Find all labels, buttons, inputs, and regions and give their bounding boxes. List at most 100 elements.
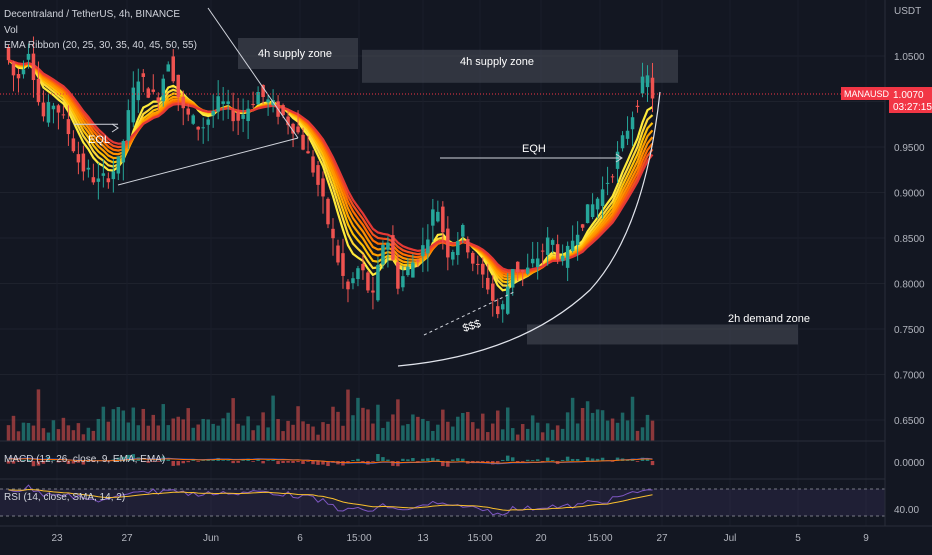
volume-bar — [11, 415, 16, 441]
supply-zone-right — [362, 49, 678, 83]
macd-histogram-bar — [535, 459, 540, 461]
time-tick-label: 6 — [297, 533, 303, 544]
macd-histogram-bar — [306, 461, 310, 462]
candle-body — [570, 240, 575, 252]
time-tick-label: 23 — [51, 533, 63, 544]
candle-body — [136, 81, 141, 101]
volume-bar — [121, 410, 126, 441]
volume-bar — [371, 423, 375, 441]
symbol-title[interactable]: Decentraland / TetherUS, 4h, BINANCE — [4, 9, 180, 20]
macd-histogram-bar — [281, 461, 285, 463]
volume-bar — [565, 412, 570, 441]
candle-body — [411, 262, 415, 278]
candle-body — [201, 127, 205, 129]
macd-histogram-bar — [121, 456, 126, 461]
volume-bar — [560, 428, 565, 441]
volume-bar — [476, 428, 480, 441]
candle-body — [495, 306, 500, 315]
candle-body — [66, 119, 71, 135]
macd-histogram-bar — [131, 454, 136, 461]
volume-bar — [346, 389, 350, 441]
candle-body — [466, 239, 470, 253]
volume-bar — [515, 434, 520, 441]
volume-bar — [291, 424, 295, 441]
price-tick-label: 0.9500 — [894, 143, 925, 154]
candle-body — [371, 290, 375, 293]
volume-bar — [431, 430, 435, 441]
candle-body — [196, 126, 200, 130]
volume-bar — [471, 422, 475, 441]
volume-bar — [171, 418, 175, 441]
price-tick-label: 0.7000 — [894, 371, 925, 382]
candle-body — [61, 114, 66, 116]
candle-body — [396, 262, 400, 289]
volume-bar — [101, 406, 106, 441]
candle-body — [451, 251, 455, 260]
triangle-lower-line — [117, 137, 299, 186]
macd-histogram-bar — [615, 457, 620, 461]
macd-histogram-bar — [540, 461, 545, 462]
volume-bar — [31, 425, 36, 441]
zones-layer — [238, 38, 798, 345]
drawings-layer — [74, 7, 661, 367]
supply-zone-left — [238, 38, 358, 69]
volume-bar — [575, 423, 580, 441]
candle-body — [635, 105, 640, 107]
volume-bar — [436, 424, 440, 441]
volume-bar — [416, 416, 420, 441]
macd-histogram-bar — [16, 461, 21, 462]
volume-bar — [421, 418, 425, 441]
candle-body — [630, 117, 635, 130]
volume-bar — [520, 424, 525, 441]
volume-bar — [505, 407, 510, 441]
macd-histogram-bar — [451, 459, 455, 461]
time-tick-label: 13 — [417, 533, 429, 544]
volume-bar — [570, 397, 575, 441]
macd-histogram-bar — [391, 461, 395, 466]
macd-histogram-bar — [21, 460, 26, 461]
volume-legend[interactable]: Vol — [4, 25, 18, 36]
candle-body — [161, 78, 166, 102]
ema-ribbon-layer — [7, 59, 654, 292]
price-axis-unit: USDT — [894, 6, 921, 17]
volume-bar — [645, 414, 650, 441]
macd-histogram-bar — [106, 461, 111, 462]
countdown-value: 03:27:15 — [893, 102, 932, 113]
candle-body — [221, 101, 225, 104]
parabolic-curve — [397, 91, 661, 367]
eql-label: EQL — [88, 134, 110, 146]
macd-histogram-bar — [316, 461, 320, 465]
macd-histogram-bar — [550, 460, 555, 461]
volume-bar — [361, 407, 365, 441]
candle-body — [101, 173, 106, 176]
macd-histogram-bar — [610, 461, 615, 462]
macd-histogram-bar — [41, 461, 46, 464]
candle-body — [241, 114, 245, 119]
candle-body — [301, 134, 305, 150]
volume-bar — [86, 427, 91, 441]
candle-body — [41, 102, 46, 117]
volume-bar — [555, 425, 560, 441]
macd-histogram-bar — [635, 461, 640, 462]
candle-body — [306, 151, 310, 154]
candle-body — [151, 89, 156, 92]
macd-histogram-bar — [76, 461, 81, 463]
macd-histogram-bar — [81, 461, 86, 465]
volume-bar — [241, 425, 245, 441]
time-axis[interactable]: 23 27 Jun 6 15:00 13 15:00 20 15:00 27 Jul 5 9 — [51, 533, 869, 544]
ribbon-legend[interactable]: EMA Ribbon (20, 25, 30, 35, 40, 45, 50, … — [4, 40, 197, 51]
volume-bar — [585, 401, 590, 441]
candle-body — [505, 286, 510, 314]
volume-bar — [106, 421, 111, 441]
candle-body — [6, 47, 11, 61]
candle-body — [580, 224, 585, 228]
candle-body — [386, 242, 390, 250]
candle-body — [560, 255, 565, 262]
candle-body — [590, 204, 595, 217]
volume-bar — [376, 404, 380, 441]
volume-bar — [116, 406, 121, 441]
candle-body — [391, 235, 395, 260]
candle-body — [446, 228, 450, 258]
